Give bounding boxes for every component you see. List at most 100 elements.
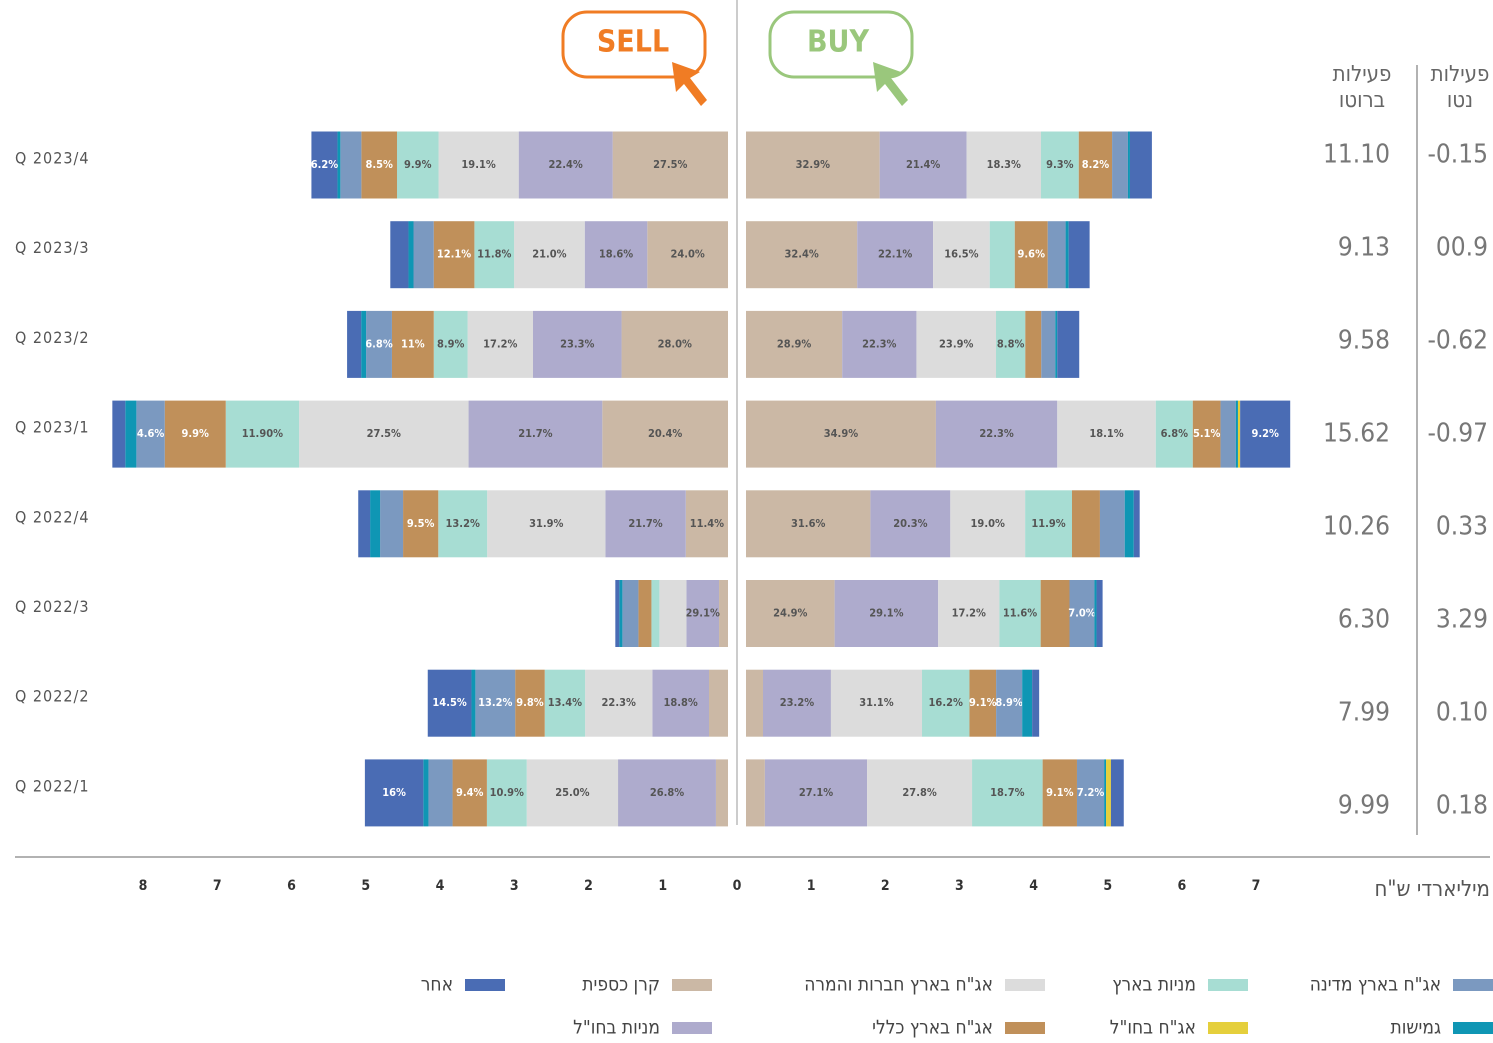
buy-segment xyxy=(746,580,835,647)
buy-segment xyxy=(1025,490,1072,558)
legend-swatch xyxy=(672,1022,712,1034)
data-label: 8.2% xyxy=(1082,158,1110,171)
x-tick-label: 4 xyxy=(436,878,445,894)
data-label: 22.1% xyxy=(878,248,912,261)
sell-segment xyxy=(423,759,429,827)
data-label: 19.1% xyxy=(461,158,495,171)
data-label: 31.1% xyxy=(859,696,893,709)
data-label: 11.90% xyxy=(242,427,283,440)
gross-value: 7.99 xyxy=(1338,698,1390,728)
buy-segment xyxy=(933,221,990,289)
buy-segment xyxy=(1055,310,1058,378)
gross-value: 9.99 xyxy=(1338,791,1390,821)
sell-segment xyxy=(719,580,728,647)
buy-segment xyxy=(1192,400,1221,468)
net-value: 0.18 xyxy=(1436,791,1488,821)
buy-segment xyxy=(1129,131,1152,199)
buy-segment xyxy=(1220,400,1236,468)
x-tick-label: 7 xyxy=(1252,878,1261,894)
sell-segment xyxy=(621,310,728,378)
net-value: -0.97 xyxy=(1427,419,1488,449)
category-label: Q 2022/1 xyxy=(15,776,90,795)
data-label: 6.8% xyxy=(1161,427,1189,440)
data-label: 13.2% xyxy=(478,696,512,709)
sell-segment xyxy=(652,669,710,737)
buy-segment xyxy=(1110,759,1124,827)
x-tick-label: 1 xyxy=(658,878,667,894)
data-label: 8.8% xyxy=(997,337,1025,350)
sell-segment xyxy=(164,400,226,468)
data-label: 31.6% xyxy=(791,517,825,530)
sell-segment xyxy=(514,221,585,289)
buy-button[interactable]: BUY xyxy=(768,10,914,106)
data-label: 28.9% xyxy=(777,337,811,350)
data-label: 34.9% xyxy=(824,427,858,440)
data-label: 18.1% xyxy=(1089,427,1123,440)
data-label: 7.0% xyxy=(1068,607,1096,620)
sell-segment xyxy=(622,580,639,647)
sell-segment xyxy=(438,490,488,558)
sell-button[interactable]: SELL xyxy=(561,10,707,106)
buy-segment xyxy=(746,490,871,558)
gross-value: 11.10 xyxy=(1323,140,1390,170)
buy-segment xyxy=(1112,131,1128,199)
sell-segment xyxy=(526,759,619,827)
sell-segment xyxy=(475,669,516,737)
buy-segment xyxy=(1042,759,1077,827)
data-label: 29.1% xyxy=(869,607,903,620)
data-label: 17.2% xyxy=(952,607,986,620)
data-label: 5.1% xyxy=(1193,427,1221,440)
sell-segment xyxy=(585,669,653,737)
data-label: 28.0% xyxy=(658,337,692,350)
sell-segment xyxy=(361,131,398,199)
net-value: 0.33 xyxy=(1436,512,1488,542)
data-label: 24.0% xyxy=(670,248,704,261)
data-label: 26.8% xyxy=(650,786,684,799)
data-label: 17.2% xyxy=(483,337,517,350)
sell-segment xyxy=(686,580,720,647)
buy-segment xyxy=(966,131,1041,199)
buy-segment xyxy=(1127,131,1130,199)
data-label: 9.4% xyxy=(456,786,484,799)
data-label: 9.9% xyxy=(182,427,210,440)
data-label: 18.6% xyxy=(599,248,633,261)
buy-segment xyxy=(1025,310,1042,378)
buy-segment xyxy=(746,221,858,289)
legend-label: מניות בארץ xyxy=(1112,974,1196,996)
sell-segment xyxy=(366,310,392,378)
buy-segment xyxy=(1104,759,1107,827)
category-label: Q 2022/3 xyxy=(15,597,90,616)
data-label: 11.8% xyxy=(477,248,511,261)
data-label: 19.0% xyxy=(971,517,1005,530)
category-label: Q 2022/4 xyxy=(15,507,90,526)
buy-segment xyxy=(1069,580,1095,647)
buy-segment xyxy=(746,310,843,378)
buy-segment xyxy=(1133,490,1140,558)
data-label: 11.9% xyxy=(1031,517,1065,530)
data-label: 22.4% xyxy=(548,158,582,171)
data-label: 6.2% xyxy=(311,158,339,171)
sell-segment xyxy=(397,131,439,199)
data-label: 11.4% xyxy=(690,517,724,530)
sell-segment xyxy=(391,310,434,378)
data-label: 29.1% xyxy=(686,607,720,620)
category-label: Q 2023/4 xyxy=(15,149,90,168)
sell-segment xyxy=(659,580,687,647)
data-label: 20.3% xyxy=(893,517,927,530)
data-label: 32.4% xyxy=(784,248,818,261)
category-label: Q 2023/1 xyxy=(15,418,90,437)
buy-text: BUY xyxy=(807,25,869,60)
data-label: 13.4% xyxy=(548,696,582,709)
net-header: נטו xyxy=(1447,88,1473,113)
data-label: 21.7% xyxy=(628,517,662,530)
data-label: 9.1% xyxy=(1046,786,1074,799)
data-label: 9.2% xyxy=(1251,427,1279,440)
legend-label: אג"ח בארץ חברות והמרה xyxy=(804,974,993,996)
x-tick-label: 7 xyxy=(213,878,222,894)
sell-segment xyxy=(413,221,434,289)
gross-value: 9.58 xyxy=(1338,326,1390,356)
sell-segment xyxy=(433,221,475,289)
sell-text: SELL xyxy=(597,25,669,60)
sell-cursor xyxy=(672,62,707,106)
buy-segment xyxy=(1057,400,1156,468)
